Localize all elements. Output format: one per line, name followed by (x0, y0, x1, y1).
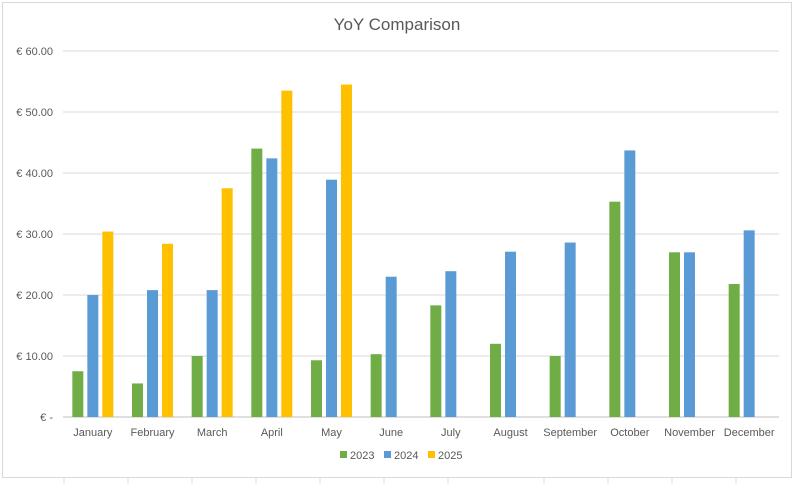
x-category-label: January (73, 427, 113, 439)
bar-2024-june[interactable] (385, 276, 397, 417)
legend-label-2025: 2025 (438, 450, 462, 462)
legend: 2023 2024 2025 (340, 450, 462, 462)
bar-2025-february[interactable] (162, 243, 173, 417)
x-category-label: October (610, 427, 649, 439)
bar-2024-december[interactable] (743, 230, 755, 417)
bar-2023-april[interactable] (251, 148, 263, 417)
bar-2025-april[interactable] (281, 90, 293, 418)
bar-2023-july[interactable] (430, 305, 442, 417)
y-tick-label: € 20.00 (16, 290, 53, 302)
bar-2023-may[interactable] (311, 360, 322, 417)
legend-label-2024: 2024 (394, 450, 418, 462)
bar-2023-december[interactable] (728, 284, 740, 417)
y-axis-tick-labels: € - € 10.00 € 20.00 € 30.00 € 40.00 € 50.00 € … (16, 46, 53, 424)
x-category-label: May (321, 427, 342, 439)
bar-2023-august[interactable] (490, 343, 501, 417)
bar-2023-september[interactable] (549, 356, 561, 417)
x-axis-category-labels: January February March April May June July Augu… (73, 427, 775, 439)
x-category-label: April (261, 427, 283, 439)
bar-2024-january[interactable] (87, 295, 99, 417)
bar-2024-march[interactable] (206, 290, 218, 417)
legend-swatch-2024 (384, 451, 391, 458)
x-category-label: June (379, 427, 403, 439)
bar-2023-november[interactable] (669, 252, 680, 417)
bar-2023-february[interactable] (132, 383, 143, 417)
legend-swatch-2023 (340, 451, 347, 458)
bar-2023-january[interactable] (72, 371, 84, 417)
x-category-label: July (441, 427, 461, 439)
y-tick-label: € 60.00 (16, 46, 53, 58)
y-tick-label: € - (40, 412, 53, 424)
bar-2024-september[interactable] (564, 242, 576, 417)
bar-2023-june[interactable] (370, 354, 382, 417)
y-tick-label: € 40.00 (16, 168, 53, 180)
chart-area[interactable]: YoY Comparison € - € 10.00 € 20.00 € 30.00 €… (2, 2, 792, 478)
bar-2024-july[interactable] (445, 271, 457, 417)
legend-label-2023: 2023 (350, 450, 374, 462)
bars (72, 84, 755, 418)
bar-2024-october[interactable] (624, 150, 636, 417)
y-tick-label: € 10.00 (16, 351, 53, 363)
x-category-label: December (724, 427, 775, 439)
bar-2024-february[interactable] (147, 290, 158, 417)
bar-2024-august[interactable] (505, 251, 516, 417)
x-category-label: August (493, 427, 527, 439)
x-category-label: March (197, 427, 228, 439)
legend-swatch-2025 (428, 451, 435, 458)
bar-2025-may[interactable] (341, 84, 352, 418)
bar-2023-october[interactable] (609, 201, 621, 417)
bar-2024-november[interactable] (684, 252, 695, 417)
bar-chart: YoY Comparison € -€ 10.00€ 20.00€ 30.00€… (16, 15, 779, 462)
bar-2024-april[interactable] (266, 158, 278, 418)
bar-2024-may[interactable] (326, 179, 337, 417)
y-tick-label: € 50.00 (16, 107, 53, 119)
bar-2025-january[interactable] (102, 231, 114, 417)
x-category-label: February (130, 427, 175, 439)
bar-2023-march[interactable] (191, 356, 203, 417)
chart-title: YoY Comparison (334, 15, 461, 34)
y-tick-label: € 30.00 (16, 229, 53, 241)
gridlines (63, 50, 779, 418)
x-category-label: November (664, 427, 715, 439)
bar-2025-march[interactable] (221, 188, 233, 417)
x-category-label: September (543, 427, 597, 439)
